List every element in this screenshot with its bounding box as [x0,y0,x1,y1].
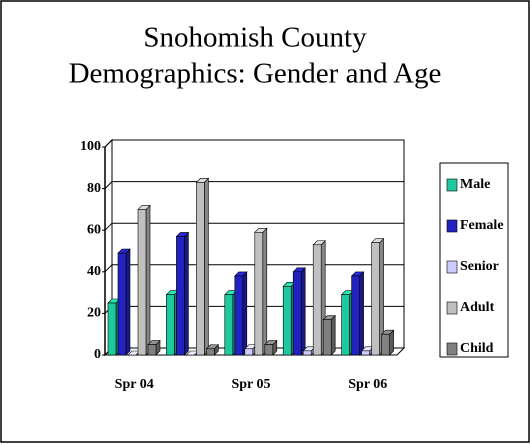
bar [137,209,147,356]
bar [254,231,264,356]
chart-title: Snohomish County [143,22,367,54]
y-tick-label: 80 [87,181,101,196]
legend-swatch [446,178,458,192]
bar [282,286,292,356]
bar [292,271,302,356]
legend-swatch [446,219,458,233]
x-tick-label: Spr 05 [231,377,270,392]
legend-label: Child [460,341,494,356]
bar [176,236,185,356]
bar [244,348,254,356]
legend-swatch [446,301,458,315]
legend-label: Female [460,218,504,233]
bar [341,294,350,356]
bar [322,319,332,356]
bar [196,182,205,356]
bar [117,252,127,356]
bar [371,242,380,356]
grid-line [104,264,404,273]
y-tick-label: 40 [87,264,101,279]
legend-label: Adult [460,300,495,315]
legend-label: Senior [460,259,499,274]
bar-side [184,231,189,356]
grid-line [104,181,404,189]
bar [361,350,370,356]
bar-side [300,267,306,356]
bar [312,244,322,356]
legend-swatch [446,342,458,356]
bar-side [330,314,336,356]
bar-side [125,248,131,356]
bar-side [145,204,151,356]
y-tick-label: 60 [87,222,101,237]
x-tick-label: Spr 04 [115,377,154,392]
bar-side [242,271,248,356]
legend-swatch [446,260,458,274]
y-tick-label: 100 [80,139,101,154]
bar-side [262,227,268,356]
bar-side [359,271,364,356]
bar [381,333,390,356]
bar [224,294,234,356]
bar [351,275,360,356]
chart-title: Demographics: Gender and Age [69,58,442,90]
y-tick-label: 0 [94,347,101,362]
bar [107,302,117,356]
bar [166,294,175,356]
legend-box [439,162,509,358]
bar [206,348,215,356]
bar [147,344,157,356]
y-tick-label: 20 [87,306,101,321]
bar [302,350,312,356]
bar [264,344,274,356]
legend-label: Male [460,177,490,192]
x-tick-label: Spr 06 [348,377,387,392]
bar-side [204,177,209,356]
bar [234,275,244,356]
grid-line [104,139,404,148]
grid-line [104,222,404,231]
